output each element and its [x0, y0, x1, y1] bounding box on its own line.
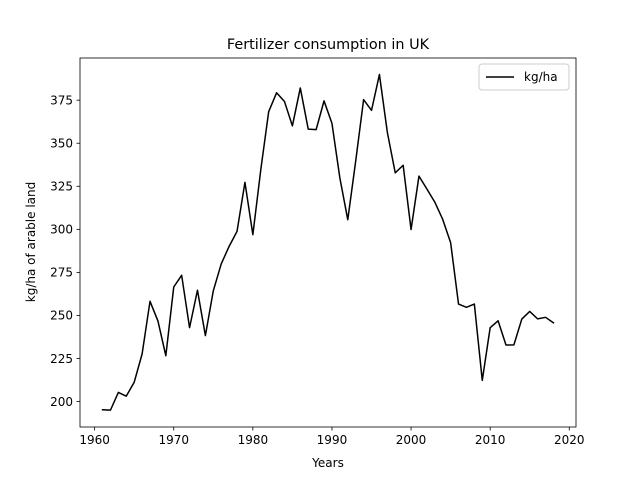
axis-ticks: 1960 1970 1980 1990 2000 2010 2020 200 225 250 275… [50, 93, 584, 447]
legend-entry-label: kg/ha [524, 70, 558, 84]
legend-box [478, 63, 570, 91]
plot-area [79, 57, 577, 428]
y-tick-label: 375 [50, 93, 73, 107]
legend: kg/ha [478, 63, 570, 91]
y-tick-label: 200 [50, 395, 73, 409]
x-tick-label: 1980 [238, 433, 269, 447]
axes-frame [79, 57, 577, 428]
y-tick-label: 350 [50, 137, 73, 151]
x-axis-label: Years [311, 456, 344, 470]
x-tick-label: 2010 [475, 433, 506, 447]
series-line-0 [101, 73, 555, 411]
y-tick-label: 300 [50, 223, 73, 237]
y-tick-label: 225 [50, 352, 73, 366]
chart-title: Fertilizer consumption in UK [227, 37, 430, 53]
x-tick-label: 1990 [317, 433, 348, 447]
x-tick-label: 1970 [158, 433, 189, 447]
x-tick-label: 1960 [79, 433, 110, 447]
x-tick-label: 2000 [396, 433, 427, 447]
y-tick-label: 275 [50, 266, 73, 280]
x-tick-label: 2020 [554, 433, 585, 447]
y-tick-label: 325 [50, 180, 73, 194]
y-tick-label: 250 [50, 309, 73, 323]
y-axis-label: kg/ha of arable land [24, 182, 38, 302]
